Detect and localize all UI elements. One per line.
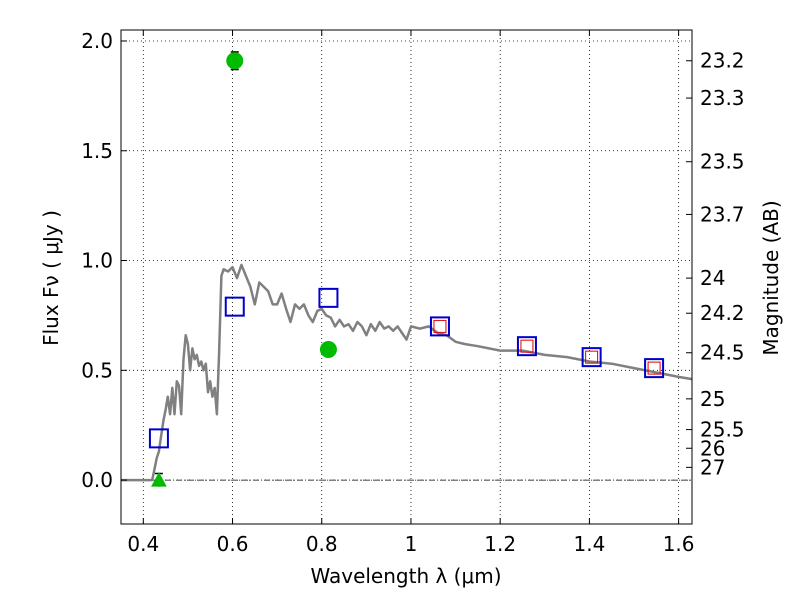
- model-photometry-square: [644, 358, 665, 379]
- right-tick-label: 24.2: [700, 301, 745, 325]
- y-tick-label: 1.0: [81, 249, 113, 273]
- right-tick-label: 23.7: [700, 202, 745, 226]
- x-tick-label: 0.6: [217, 532, 249, 556]
- series: [121, 51, 693, 487]
- observed-photometry-square: [647, 361, 661, 375]
- detection-point: [226, 52, 244, 70]
- observed-photometry-square: [585, 350, 599, 364]
- right-tick-label: 26: [700, 436, 725, 460]
- y-tick-label: 2.0: [81, 29, 113, 53]
- observed-photometry-square: [433, 319, 447, 333]
- observed-photometry-square: [520, 339, 534, 353]
- y-tick-label: 0.5: [81, 358, 113, 382]
- plot-frame: [120, 29, 693, 525]
- grid: [121, 30, 692, 524]
- model-photometry-square: [581, 347, 602, 368]
- x-tick-label: 1.4: [573, 532, 605, 556]
- model-photometry-square: [148, 428, 169, 449]
- right-axis-label: Magnitude (AB): [759, 200, 783, 355]
- model-photometry-square: [224, 296, 245, 317]
- y-tick-label: 0.0: [81, 468, 113, 492]
- x-tick-label: 0.8: [306, 532, 338, 556]
- right-tick-label: 23.2: [700, 49, 745, 73]
- x-tick-label: 0.4: [127, 532, 159, 556]
- model-photometry-square: [429, 316, 450, 337]
- x-tick-label: 1: [405, 532, 418, 556]
- right-tick-label: 23.3: [700, 86, 745, 110]
- upper-limit-point: [151, 472, 167, 487]
- detection-point: [319, 340, 337, 358]
- y-axis-label: Flux Fν ( μJy ): [39, 210, 63, 346]
- y-axis-ticks: 0.0 0.5 1.0 1.5 2.0: [81, 29, 127, 492]
- y-tick-label: 1.5: [81, 139, 113, 163]
- right-tick-label: 25: [700, 387, 725, 411]
- model-photometry-square: [318, 287, 339, 308]
- sed-model-line: [121, 263, 693, 482]
- right-tick-label: 25.5: [700, 418, 745, 442]
- x-axis-label: Wavelength λ (μm): [310, 564, 501, 588]
- right-tick-label: 27: [700, 455, 725, 479]
- x-tick-label: 1.2: [484, 532, 516, 556]
- right-tick-label: 24.5: [700, 341, 745, 365]
- right-tick-label: 23.5: [700, 150, 745, 174]
- model-photometry-square: [516, 336, 537, 357]
- x-axis-ticks: 0.4 0.6 0.8 1 1.2 1.4 1.6: [127, 30, 695, 556]
- right-tick-label: 24: [700, 266, 725, 290]
- x-tick-label: 1.6: [663, 532, 695, 556]
